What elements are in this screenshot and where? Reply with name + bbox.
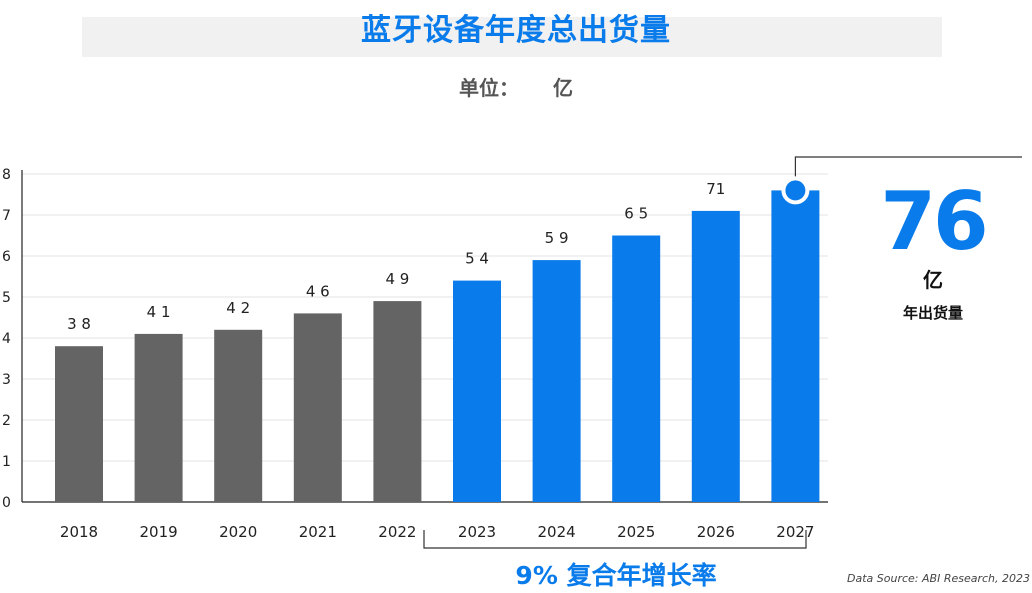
x-tick-label: 2026 bbox=[697, 523, 735, 541]
callout-connector bbox=[794, 156, 1022, 177]
bar bbox=[293, 313, 342, 502]
y-tick-label: 2 bbox=[2, 413, 11, 429]
y-tick-label: 7 bbox=[2, 208, 11, 224]
value-label: 6 5 bbox=[624, 205, 648, 223]
unit-label: 单位： bbox=[459, 76, 519, 100]
bar bbox=[453, 280, 501, 502]
y-tick-label: 0 bbox=[2, 495, 11, 511]
x-tick-label: 2018 bbox=[60, 523, 98, 541]
unit-line: 单位： 亿 bbox=[0, 72, 1032, 101]
bar bbox=[134, 333, 183, 502]
value-label: 5 4 bbox=[465, 250, 489, 268]
cagr-bracket bbox=[423, 530, 807, 549]
value-label: 4 2 bbox=[226, 299, 250, 317]
y-tick-label: 1 bbox=[2, 454, 11, 470]
bar bbox=[691, 210, 740, 502]
value-label: 71 bbox=[706, 180, 725, 198]
x-tick-label: 2020 bbox=[219, 523, 257, 541]
x-tick-label: 2019 bbox=[140, 523, 178, 541]
unit-value: 亿 bbox=[553, 76, 573, 100]
x-tick-label: 2025 bbox=[617, 523, 655, 541]
title-banner bbox=[82, 17, 942, 57]
callout-caption: 年出货量 bbox=[902, 304, 963, 322]
bar bbox=[532, 260, 581, 502]
y-tick-label: 4 bbox=[2, 331, 11, 347]
x-tick-label: 2024 bbox=[538, 523, 576, 541]
bar bbox=[55, 346, 103, 502]
y-tick-label: 3 bbox=[2, 372, 11, 388]
bar bbox=[771, 190, 820, 502]
x-tick-label: 2021 bbox=[299, 523, 337, 541]
value-label: 4 9 bbox=[385, 270, 409, 288]
bar bbox=[612, 235, 661, 502]
y-tick-label: 5 bbox=[2, 290, 11, 306]
value-label: 5 9 bbox=[545, 229, 569, 247]
callout-value: 76 bbox=[880, 175, 988, 268]
bar bbox=[373, 301, 422, 502]
marker-dot bbox=[785, 180, 806, 201]
cagr-label: 9% 复合年增长率 bbox=[515, 561, 717, 590]
x-tick-label: 2027 bbox=[776, 523, 814, 541]
chart-title: 蓝牙设备年度总出货量 bbox=[361, 13, 671, 48]
y-tick-label: 8 bbox=[2, 167, 11, 183]
y-tick-label: 6 bbox=[2, 249, 11, 265]
value-label: 4 6 bbox=[306, 282, 330, 300]
x-tick-label: 2023 bbox=[458, 523, 496, 541]
x-tick-label: 2022 bbox=[378, 523, 416, 541]
data-source: Data Source: ABI Research, 2023 bbox=[847, 572, 1030, 585]
value-label: 4 1 bbox=[147, 303, 171, 321]
bar bbox=[214, 329, 263, 502]
callout-unit: 亿 bbox=[923, 268, 943, 292]
value-label: 3 8 bbox=[67, 315, 91, 333]
